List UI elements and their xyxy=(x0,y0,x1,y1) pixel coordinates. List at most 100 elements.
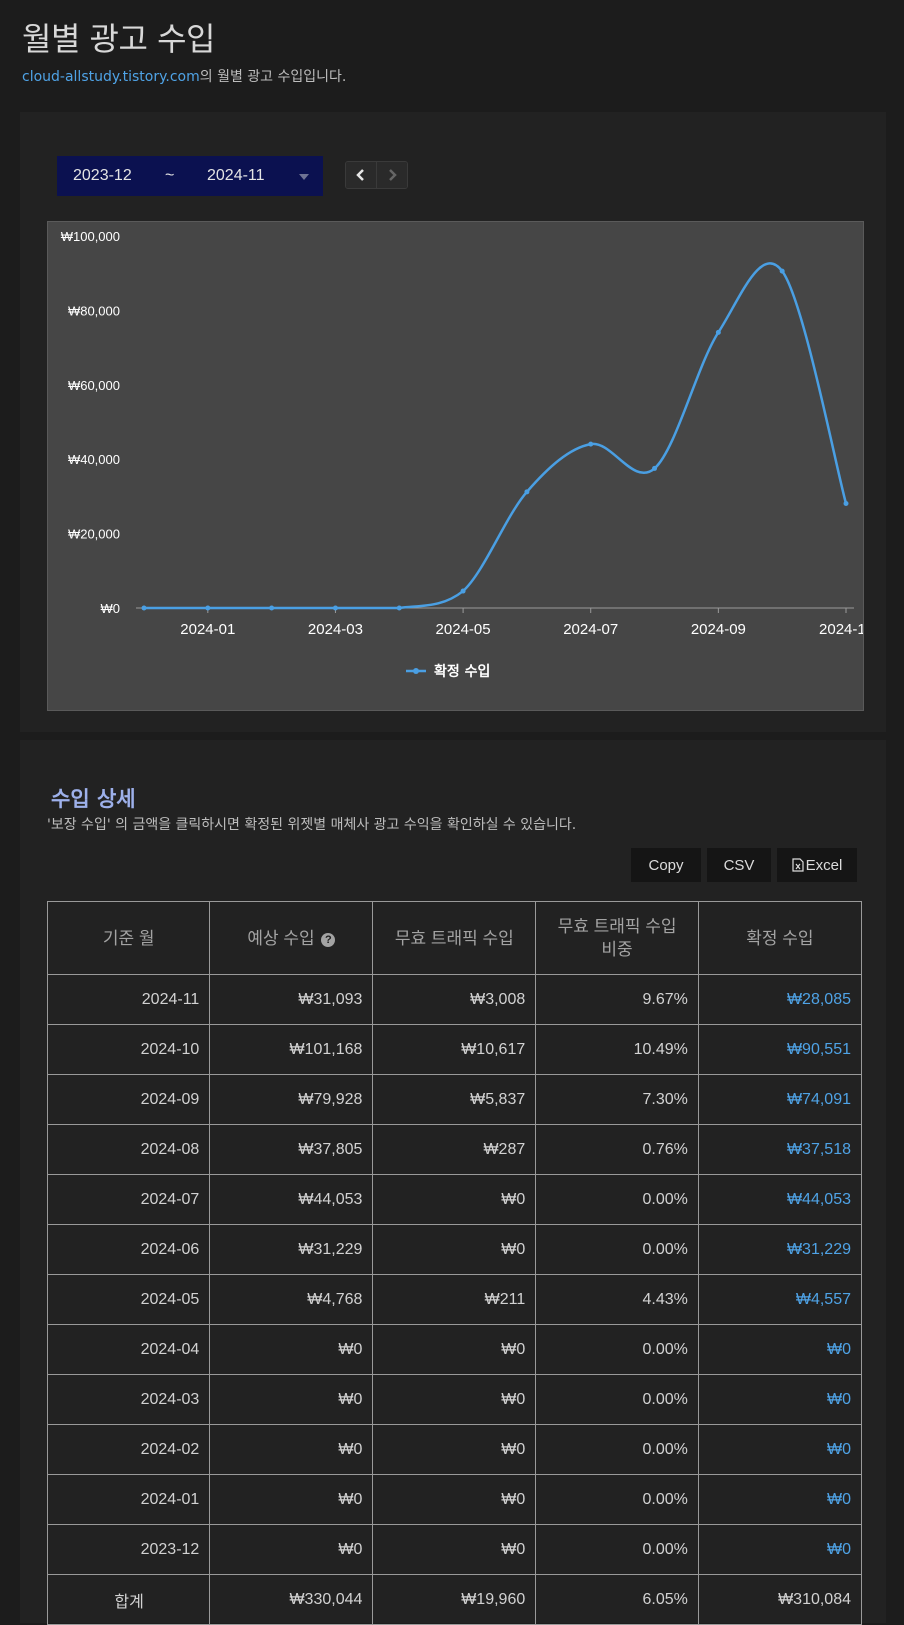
revenue-table: 기준 월 예상 수입 ? 무효 트래픽 수입 무효 트래픽 수입 비중 확정 수입… xyxy=(46,901,863,1625)
csv-button[interactable]: CSV xyxy=(707,848,771,882)
cell-month: 2024-11 xyxy=(46,974,211,1025)
table-row: 2024-02 ₩0 ₩0 0.00% ₩0 xyxy=(46,1424,863,1475)
header-ratio[interactable]: 무효 트래픽 수입 비중 xyxy=(535,901,699,975)
table-row: 2023-12 ₩0 ₩0 0.00% ₩0 xyxy=(46,1524,863,1575)
section-title: 수입 상세 xyxy=(51,787,136,811)
cell-confirmed-link[interactable]: ₩0 xyxy=(697,1474,863,1525)
cell-invalid: ₩287 xyxy=(372,1124,537,1175)
total-expected: ₩330,044 xyxy=(209,1574,374,1625)
data-point xyxy=(652,465,658,471)
data-point xyxy=(205,605,211,611)
cell-ratio: 0.00% xyxy=(535,1424,699,1475)
cell-confirmed-link[interactable]: ₩0 xyxy=(697,1324,863,1375)
cell-ratio: 7.30% xyxy=(535,1074,699,1125)
y-tick-label: ₩60,000 xyxy=(68,378,120,393)
cell-month: 2024-07 xyxy=(46,1174,211,1225)
table-row: 2024-05 ₩4,768 ₩211 4.43% ₩4,557 xyxy=(46,1274,863,1325)
cell-ratio: 0.00% xyxy=(535,1224,699,1275)
cell-month: 2024-08 xyxy=(46,1124,211,1175)
cell-ratio: 0.00% xyxy=(535,1474,699,1525)
cell-invalid: ₩0 xyxy=(372,1174,537,1225)
cell-expected: ₩31,229 xyxy=(209,1224,374,1275)
cell-expected: ₩0 xyxy=(209,1324,374,1375)
subtitle-text: 의 월별 광고 수입입니다. xyxy=(199,69,347,85)
data-point xyxy=(843,501,849,507)
cell-confirmed-link[interactable]: ₩4,557 xyxy=(697,1274,863,1325)
cell-month: 2024-04 xyxy=(46,1324,211,1375)
x-tick-label: 2024-11 xyxy=(819,621,863,638)
header-ratio-line1: 무효 트래픽 수입 xyxy=(557,917,677,936)
cell-ratio: 10.49% xyxy=(535,1024,699,1075)
cell-confirmed-link[interactable]: ₩0 xyxy=(697,1524,863,1575)
cell-month: 2024-06 xyxy=(46,1224,211,1275)
table-total-row: 합계 ₩330,044 ₩19,960 6.05% ₩310,084 xyxy=(46,1574,863,1625)
x-tick-label: 2024-05 xyxy=(436,621,491,638)
cell-expected: ₩0 xyxy=(209,1474,374,1525)
caret-down-icon[interactable] xyxy=(299,174,309,180)
data-point xyxy=(715,329,721,335)
data-point xyxy=(524,489,530,495)
cell-expected: ₩0 xyxy=(209,1424,374,1475)
question-circle-icon[interactable]: ? xyxy=(321,932,336,947)
x-tick-label: 2024-01 xyxy=(180,621,235,638)
prev-period-button[interactable] xyxy=(346,162,376,188)
excel-button[interactable]: Excel xyxy=(777,848,857,882)
range-end[interactable]: 2024-11 xyxy=(207,167,265,184)
cell-confirmed-link[interactable]: ₩74,091 xyxy=(697,1074,863,1125)
cell-confirmed-link[interactable]: ₩0 xyxy=(697,1424,863,1475)
cell-confirmed-link[interactable]: ₩37,518 xyxy=(697,1124,863,1175)
cell-confirmed-link[interactable]: ₩0 xyxy=(697,1374,863,1425)
section-description: '보장 수입' 의 금액을 클릭하시면 확정된 위젯별 매체사 광고 수익을 확… xyxy=(47,817,577,833)
site-link[interactable]: cloud-allstudy.tistory.com xyxy=(22,69,200,85)
date-range-picker[interactable]: 2023-12 ~ 2024-11 xyxy=(57,156,323,196)
data-point xyxy=(141,605,147,611)
data-point xyxy=(588,441,594,447)
page-subtitle: cloud-allstudy.tistory.com의 월별 광고 수입입니다. xyxy=(22,66,346,86)
x-tick-label: 2024-03 xyxy=(308,621,363,638)
cell-invalid: ₩0 xyxy=(372,1424,537,1475)
header-confirmed[interactable]: 확정 수입 xyxy=(697,901,863,975)
cell-month: 2024-09 xyxy=(46,1074,211,1125)
cell-invalid: ₩0 xyxy=(372,1474,537,1525)
cell-confirmed-link[interactable]: ₩31,229 xyxy=(697,1224,863,1275)
table-row: 2024-11 ₩31,093 ₩3,008 9.67% ₩28,085 xyxy=(46,974,863,1025)
series-line xyxy=(144,262,848,610)
cell-confirmed-link[interactable]: ₩28,085 xyxy=(697,974,863,1025)
cell-confirmed-link[interactable]: ₩44,053 xyxy=(697,1174,863,1225)
table-row: 2024-08 ₩37,805 ₩287 0.76% ₩37,518 xyxy=(46,1124,863,1175)
next-period-button[interactable] xyxy=(376,162,407,188)
revenue-line-chart: ₩0 ₩20,000 ₩40,000 ₩60,000 ₩80,000 ₩100,000 20… xyxy=(61,229,863,680)
export-toolbar: Copy CSV Excel xyxy=(631,848,857,882)
cell-invalid: ₩3,008 xyxy=(372,974,537,1025)
range-start[interactable]: 2023-12 xyxy=(73,167,132,184)
table-row: 2024-10 ₩101,168 ₩10,617 10.49% ₩90,551 xyxy=(46,1024,863,1075)
x-tick-label: 2024-07 xyxy=(563,621,618,638)
cell-ratio: 0.00% xyxy=(535,1374,699,1425)
cell-invalid: ₩10,617 xyxy=(372,1024,537,1075)
cell-expected: ₩44,053 xyxy=(209,1174,374,1225)
y-tick-label: ₩80,000 xyxy=(68,303,120,318)
x-tick-label: 2024-09 xyxy=(691,621,746,638)
cell-expected: ₩4,768 xyxy=(209,1274,374,1325)
header-month[interactable]: 기준 월 xyxy=(46,901,211,975)
legend-marker xyxy=(413,668,419,674)
y-tick-label: ₩20,000 xyxy=(68,527,120,542)
cell-month: 2024-02 xyxy=(46,1424,211,1475)
cell-ratio: 0.00% xyxy=(535,1524,699,1575)
cell-ratio: 0.00% xyxy=(535,1174,699,1225)
cell-confirmed-link[interactable]: ₩90,551 xyxy=(697,1024,863,1075)
header-invalid[interactable]: 무효 트래픽 수입 xyxy=(372,901,537,975)
table-row: 2024-04 ₩0 ₩0 0.00% ₩0 xyxy=(46,1324,863,1375)
chevron-left-icon xyxy=(356,169,364,181)
cell-expected: ₩0 xyxy=(209,1374,374,1425)
cell-month: 2024-01 xyxy=(46,1474,211,1525)
cell-invalid: ₩0 xyxy=(372,1324,537,1375)
header-expected[interactable]: 예상 수입 ? xyxy=(209,901,374,975)
copy-button[interactable]: Copy xyxy=(631,848,701,882)
legend-label: 확정 수입 xyxy=(434,663,490,680)
cell-expected: ₩0 xyxy=(209,1524,374,1575)
y-tick-label: ₩100,000 xyxy=(61,229,120,244)
header-expected-label: 예상 수입 xyxy=(247,928,315,948)
data-point xyxy=(269,605,275,611)
cell-expected: ₩37,805 xyxy=(209,1124,374,1175)
